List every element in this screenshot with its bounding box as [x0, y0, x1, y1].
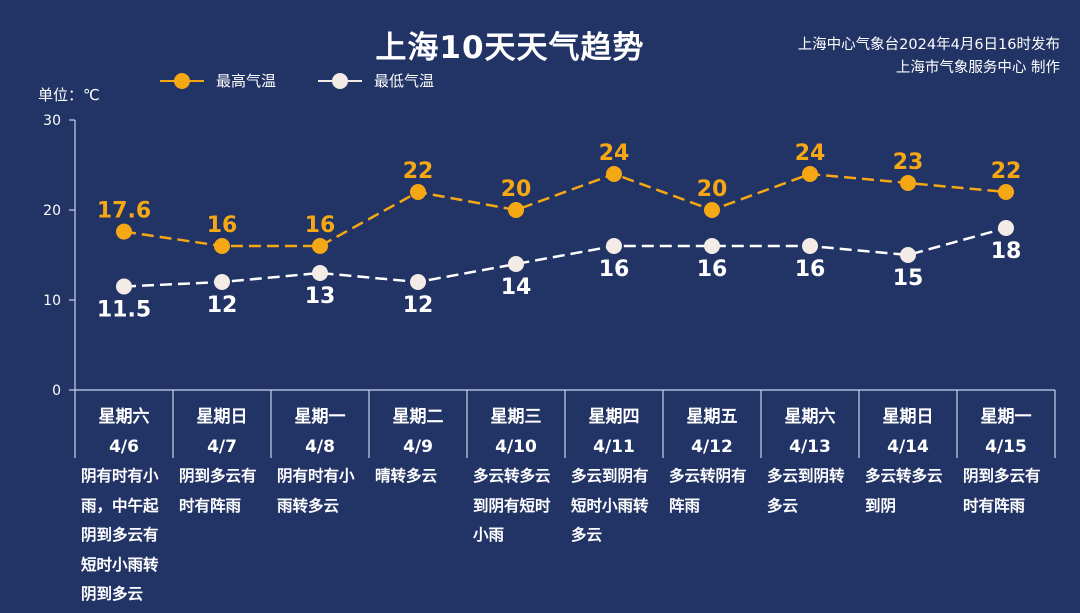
date-label: 4/7: [207, 437, 237, 457]
low-temp-point: [900, 247, 916, 263]
low-temp-point: [606, 238, 622, 254]
high-temp-point: [214, 238, 230, 254]
low-temp-point: [998, 220, 1014, 236]
high-temp-point: [802, 166, 818, 182]
high-temp-value-label: 17.6: [97, 199, 151, 224]
low-temp-value-label: 15: [893, 266, 924, 291]
legend-item-low[interactable]: 最低气温: [318, 70, 434, 91]
high-temp-value-label: 16: [207, 213, 238, 238]
high-temp-point: [410, 184, 426, 200]
high-temp-line: [123, 172, 1007, 248]
issuer-line-1: 上海中心气象台2024年4月6日16时发布: [797, 37, 1060, 53]
legend-item-high[interactable]: 最高气温: [160, 70, 276, 91]
date-label: 4/10: [495, 437, 537, 457]
weather-condition-text: 阴到多云有时有阵雨: [963, 467, 1041, 515]
date-label: 4/14: [887, 437, 929, 457]
high-temp-point: [606, 166, 622, 182]
low-temp-point: [214, 274, 230, 290]
high-temp-point: [998, 184, 1014, 200]
low-temp-point: [704, 238, 720, 254]
low-temp-value-label: 12: [403, 293, 434, 318]
weekday-label: 星期四: [589, 407, 640, 427]
weather-condition-text: 阴到多云有时有阵雨: [179, 467, 257, 515]
date-label: 4/15: [985, 437, 1027, 457]
legend-low-marker-icon: [318, 71, 362, 91]
weather-condition-text: 阴有时有小雨转多云: [277, 467, 355, 515]
high-temp-point: [704, 202, 720, 218]
low-temp-value-label: 16: [697, 257, 728, 282]
high-temp-value-label: 24: [795, 141, 826, 166]
weekday-label: 星期日: [883, 407, 934, 427]
weekday-label: 星期日: [197, 407, 248, 427]
high-temp-value-label: 20: [697, 177, 728, 202]
low-temp-point: [312, 265, 328, 281]
low-temp-value-label: 13: [305, 284, 336, 309]
high-temp-value-label: 22: [403, 159, 434, 184]
date-label: 4/9: [403, 437, 433, 457]
high-temp-point: [900, 175, 916, 191]
low-temp-value-label: 12: [207, 293, 238, 318]
issuer-info: 上海中心气象台2024年4月6日16时发布 上海市气象服务中心 制作: [798, 34, 1060, 80]
y-tick-label: 30: [43, 113, 61, 129]
weather-condition-text: 多云转多云到阴: [865, 467, 943, 515]
weekday-label: 星期三: [491, 407, 542, 427]
high-temp-point: [116, 223, 132, 240]
weather-condition-text: 晴转多云: [375, 467, 438, 485]
low-temp-value-label: 18: [991, 239, 1022, 264]
weather-condition-text: 多云到阴转多云: [767, 467, 845, 515]
weather-condition-text: 多云转多云到阴有短时小雨: [473, 467, 551, 544]
date-label: 4/8: [305, 437, 335, 457]
date-label: 4/11: [593, 437, 635, 457]
weather-condition-text: 阴有时有小雨，中午起阴到多云有短时小雨转阴到多云: [81, 467, 159, 603]
low-temp-point: [116, 278, 132, 295]
high-temp-point: [508, 202, 524, 218]
low-temp-value-label: 11.5: [97, 298, 151, 323]
unit-label: 单位：℃: [38, 86, 100, 104]
high-temp-value-label: 24: [599, 141, 630, 166]
legend-low-label: 最低气温: [374, 72, 435, 90]
weekday-label: 星期六: [785, 406, 836, 427]
date-label: 4/6: [109, 437, 139, 457]
weekday-label: 星期一: [981, 407, 1032, 427]
legend-high-marker-icon: [160, 71, 204, 91]
high-temp-value-label: 20: [501, 177, 532, 202]
legend-high-label: 最高气温: [216, 72, 277, 90]
low-temp-value-label: 16: [599, 257, 630, 282]
high-temp-point: [312, 238, 328, 254]
low-temp-value-label: 14: [501, 275, 532, 300]
date-label: 4/12: [691, 437, 733, 457]
high-temp-value-label: 22: [991, 159, 1022, 184]
low-temp-value-label: 16: [795, 257, 826, 282]
chart-title: 上海10天天气趋势: [375, 30, 645, 66]
weather-condition-text: 多云转阴有阵雨: [669, 467, 747, 515]
weekday-label: 星期二: [393, 407, 444, 427]
issuer-line-2: 上海市气象服务中心 制作: [895, 60, 1060, 76]
y-tick-label: 10: [43, 293, 61, 309]
low-temp-point: [802, 238, 818, 254]
y-tick-label: 20: [43, 203, 61, 219]
weekday-label: 星期一: [295, 407, 346, 427]
high-temp-value-label: 16: [305, 213, 336, 238]
low-temp-point: [410, 274, 426, 290]
weekday-label: 星期五: [687, 407, 738, 427]
high-temp-value-label: 23: [893, 150, 924, 175]
weather-condition-text: 多云到阴有短时小雨转多云: [571, 467, 649, 544]
date-label: 4/13: [789, 437, 831, 457]
y-tick-label: 0: [52, 383, 61, 399]
low-temp-point: [508, 256, 524, 272]
low-temp-line: [123, 226, 1007, 288]
weekday-label: 星期六: [99, 406, 150, 427]
